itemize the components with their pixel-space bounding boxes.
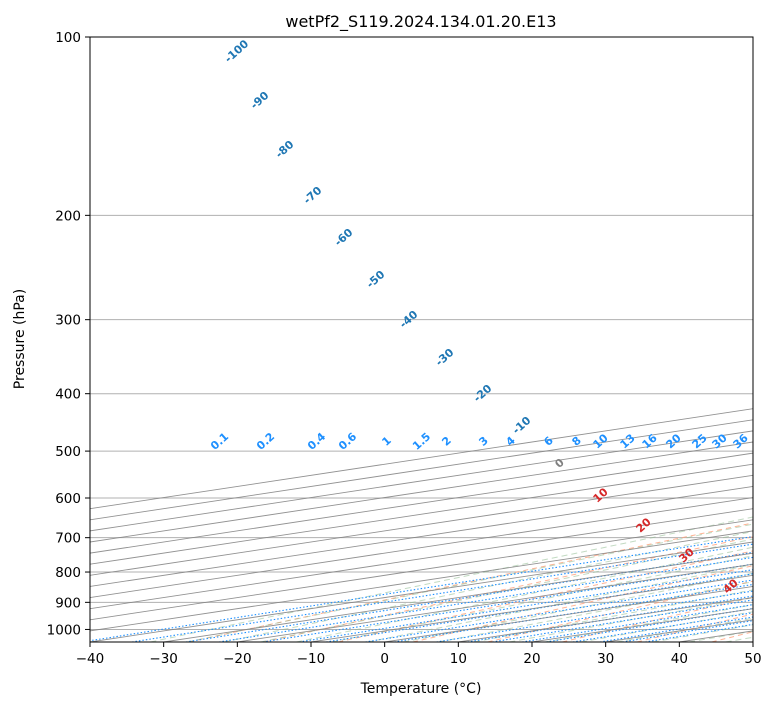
moist-adiabat-line — [223, 530, 753, 642]
y-tick-label: 300 — [55, 313, 81, 329]
dry-adiabat-line — [338, 550, 753, 642]
dry-adiabat-line — [412, 565, 753, 642]
y-axis-label: Pressure (hPa) — [12, 289, 28, 389]
isotherm-line — [90, 508, 753, 610]
isotherm-line — [90, 441, 753, 543]
y-tick-label: 800 — [55, 565, 81, 581]
plot-frame — [89, 36, 754, 643]
mixing-ratio-line — [365, 579, 753, 642]
moist-adiabat-line — [332, 555, 753, 642]
y-tick-label: 600 — [55, 491, 81, 507]
x-tick-label: 20 — [523, 651, 540, 667]
y-tick-label: 200 — [55, 208, 81, 224]
y-tick-label: 1000 — [47, 622, 81, 638]
isotherm-line — [90, 497, 753, 599]
mixing-ratio-line — [185, 551, 753, 642]
x-tick-label: −20 — [223, 651, 252, 667]
mixing-ratio-line — [262, 563, 753, 642]
isotherm-line — [90, 463, 753, 565]
mixing-ratio-line — [599, 616, 753, 642]
plot-area — [90, 37, 753, 642]
y-tick-label: 900 — [55, 595, 81, 611]
isotherm-line — [90, 530, 753, 632]
chart-title: wetPf2_S119.2024.134.01.20.E13 — [285, 12, 556, 32]
y-tick-label: 400 — [55, 387, 81, 403]
x-tick-label: −30 — [149, 651, 178, 667]
isotherm-line — [90, 452, 753, 554]
x-tick-label: 40 — [671, 651, 688, 667]
x-tick-label: 0 — [380, 651, 389, 667]
x-tick-label: −40 — [76, 651, 105, 667]
moist-adiabat-line — [187, 523, 753, 642]
moist-adiabat-line — [150, 516, 753, 642]
isotherm-line — [90, 485, 753, 587]
dry-adiabat-line — [188, 522, 753, 642]
moist-adiabat-line — [367, 563, 753, 642]
y-tick-label: 500 — [55, 444, 81, 460]
moist-adiabat-line — [438, 581, 753, 642]
y-tick-label: 100 — [55, 30, 81, 46]
mixing-ratio-line — [299, 569, 753, 642]
x-tick-label: −10 — [297, 651, 326, 667]
x-axis-label: Temperature (°C) — [360, 681, 482, 697]
y-tick-label: 700 — [55, 531, 81, 547]
x-tick-label: 50 — [744, 651, 761, 667]
x-tick-label: 10 — [450, 651, 467, 667]
isotherm-line — [90, 474, 753, 576]
isotherm-line — [90, 519, 753, 621]
x-tick-label: 30 — [597, 651, 614, 667]
mixing-ratio-line — [326, 573, 753, 642]
